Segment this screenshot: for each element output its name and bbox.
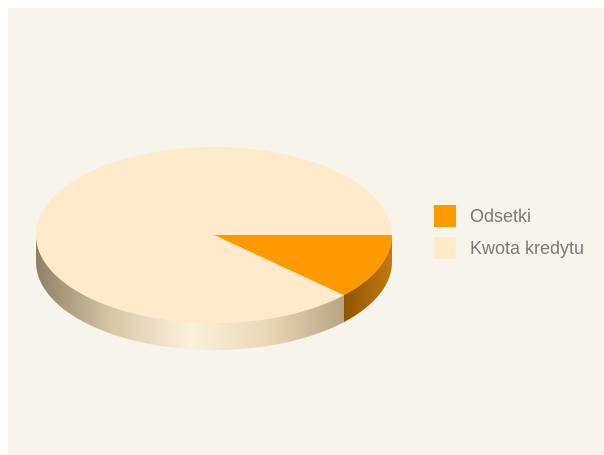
chart-container: Odsetki Kwota kredytu bbox=[8, 8, 604, 455]
legend-label-odsetki: Odsetki bbox=[470, 206, 532, 226]
legend: Odsetki Kwota kredytu bbox=[434, 202, 604, 266]
legend-swatch-kwota-kredytu bbox=[434, 237, 456, 259]
pie-slice-kwota-kredytu bbox=[35, 147, 392, 323]
pie-side-kwota-kredytu bbox=[36, 235, 344, 350]
legend-label-kwota-kredytu: Kwota kredytu bbox=[470, 238, 585, 258]
pie-chart bbox=[35, 147, 392, 350]
legend-swatch-odsetki bbox=[434, 205, 456, 227]
pie-slice-odsetki bbox=[214, 235, 392, 296]
pie-side-odsetki bbox=[343, 235, 392, 323]
legend-item-kwota-kredytu: Kwota kredytu bbox=[434, 234, 604, 266]
legend-item-odsetki: Odsetki bbox=[434, 202, 604, 234]
